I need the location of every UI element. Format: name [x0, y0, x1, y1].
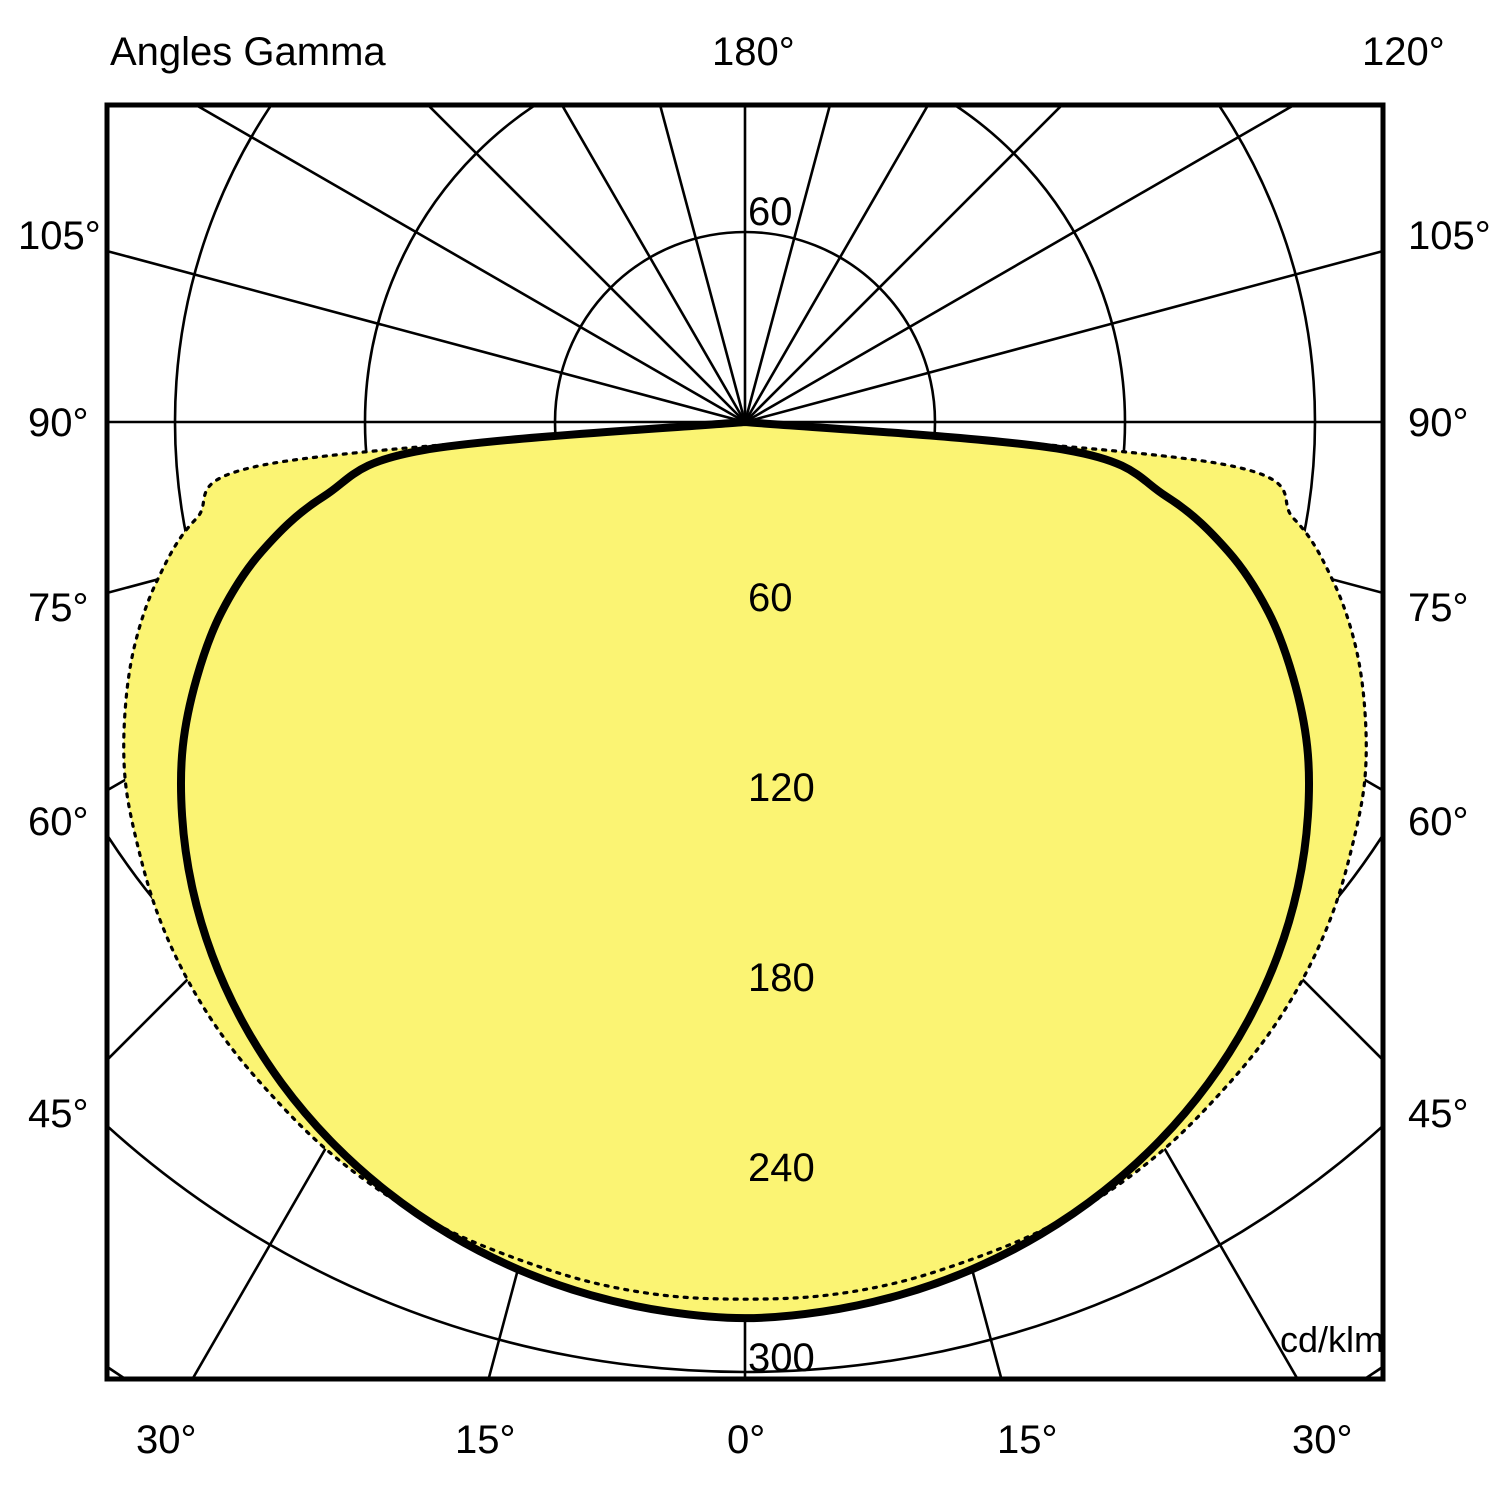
- radial-label-240: 240: [748, 1146, 815, 1190]
- angle-label-top-right-120: 120°: [1362, 30, 1445, 74]
- angle-label-left-60: 60°: [28, 800, 89, 844]
- radial-label-120: 120: [748, 766, 815, 810]
- series-c0-c180-curve: [176, 418, 1314, 1323]
- unit-label: cd/klm: [1280, 1319, 1385, 1360]
- angle-label-left-90: 90°: [28, 401, 89, 445]
- radial-label-300: 300: [748, 1336, 815, 1380]
- angle-label-top-180: 180°: [712, 30, 795, 74]
- angle-label-right-75: 75°: [1408, 586, 1469, 630]
- series-c90-c270-curve: [122, 420, 1368, 1301]
- angle-label-left-75: 75°: [28, 586, 89, 630]
- angle-label-bottom-right-30: 30°: [1292, 1418, 1353, 1462]
- angle-label-bottom-left-15: 15°: [455, 1418, 516, 1462]
- angle-label-bottom-center-0: 0°: [727, 1418, 766, 1462]
- angle-label-right-105: 105°: [1408, 214, 1490, 258]
- angle-label-left-45: 45°: [28, 1092, 89, 1136]
- angle-label-right-45: 45°: [1408, 1092, 1469, 1136]
- plot-frame: [104, 102, 1386, 1382]
- angle-label-bottom-right-15: 15°: [997, 1418, 1058, 1462]
- radial-label-180: 180: [748, 956, 815, 1000]
- radial-label-60-upper: 60: [748, 190, 793, 234]
- angle-label-right-90: 90°: [1408, 401, 1469, 445]
- distribution-fill: [123, 422, 1367, 1319]
- angle-label-right-60: 60°: [1408, 800, 1469, 844]
- chart-title: Angles Gamma: [110, 30, 386, 74]
- angle-label-bottom-left-30: 30°: [136, 1418, 197, 1462]
- radial-label-60: 60: [748, 576, 793, 620]
- angle-label-left-105: 105°: [18, 214, 101, 258]
